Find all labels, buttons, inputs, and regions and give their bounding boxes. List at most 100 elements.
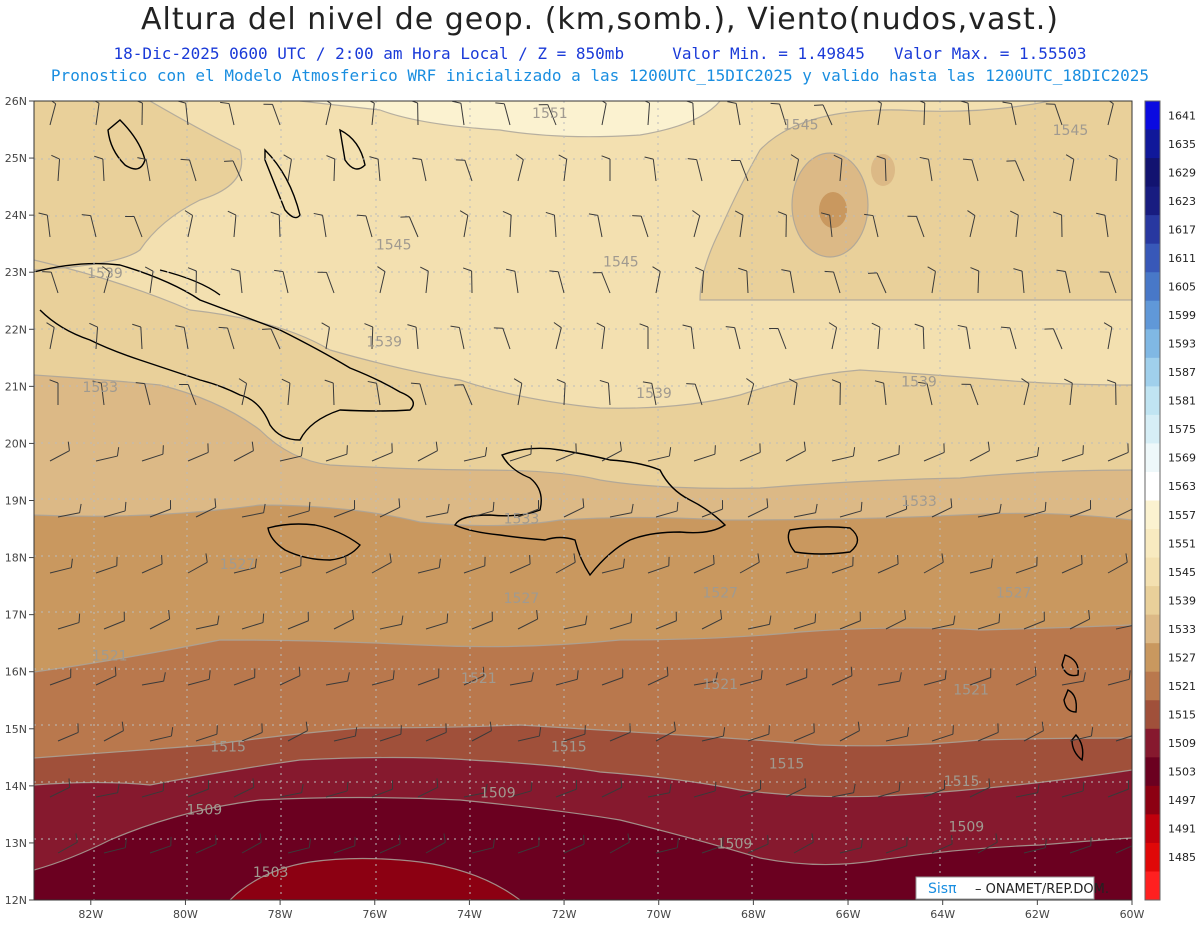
wind-barb: [839, 611, 861, 630]
wind-barb: [961, 383, 979, 406]
wind-barb: [788, 378, 798, 406]
wind-barb: [132, 323, 143, 350]
wind-barb: [563, 835, 585, 854]
color-bar-swatch: [1145, 329, 1160, 359]
color-bar-label: 1599: [1168, 309, 1196, 322]
wind-barb: [227, 210, 237, 238]
wind-barb: [555, 670, 579, 686]
wind-barb: [701, 727, 726, 742]
wind-barb: [103, 721, 124, 742]
contour-label: 1551: [532, 106, 568, 122]
color-bar-swatch: [1145, 186, 1160, 216]
wind-barb: [1061, 672, 1086, 686]
wind-barb: [814, 104, 833, 126]
wind-barb: [321, 322, 330, 350]
wind-barb: [693, 555, 715, 574]
wind-barb: [793, 723, 815, 742]
wind-barb: [279, 447, 304, 462]
wind-barb: [149, 836, 172, 854]
wind-barb: [452, 101, 465, 126]
wind-barb: [1061, 555, 1083, 574]
wind-barb: [907, 215, 925, 238]
wind-barb: [224, 160, 243, 182]
wind-barb: [49, 778, 71, 798]
wind-barb: [738, 267, 749, 294]
wind-barb: [241, 503, 266, 518]
wind-barb: [739, 780, 762, 798]
contour-label: 1545: [376, 237, 412, 253]
wind-barb: [553, 322, 562, 350]
lon-label: 60W: [1120, 908, 1145, 921]
wind-barb: [175, 325, 189, 350]
wind-barb: [538, 104, 557, 126]
wind-barb: [417, 441, 438, 462]
color-bar-swatch: [1145, 842, 1160, 872]
wind-barb: [287, 721, 308, 742]
color-bar-swatch: [1145, 443, 1160, 473]
wind-barb: [693, 781, 717, 798]
wind-barb: [371, 553, 392, 574]
contour-label: 1545: [1053, 123, 1089, 139]
lon-label: 70W: [646, 908, 671, 921]
wind-barb: [195, 835, 217, 854]
contour-label: 1539: [87, 266, 123, 282]
wind-barb: [1044, 328, 1063, 350]
color-bar-swatch: [1145, 871, 1160, 901]
wind-barb: [655, 611, 677, 630]
wind-barb: [652, 266, 661, 294]
wind-barb: [51, 154, 61, 182]
lon-label: 68W: [741, 908, 766, 921]
wind-barb: [274, 269, 289, 294]
wind-barb: [831, 379, 841, 406]
wind-barb: [647, 783, 672, 798]
wind-barb: [695, 266, 705, 294]
wind-barb: [125, 215, 143, 238]
wind-barb: [1015, 556, 1038, 574]
wind-barb: [263, 103, 281, 126]
wind-barb: [725, 326, 741, 350]
wind-barb: [425, 723, 447, 742]
wind-barb: [970, 267, 980, 294]
wind-barb: [777, 211, 787, 238]
wind-barb: [506, 268, 519, 294]
lon-label: 78W: [268, 908, 293, 921]
map-title: Altura del nivel de geop. (km,somb.), Vi…: [141, 2, 1059, 37]
color-bar-label: 1587: [1168, 366, 1196, 379]
wind-barb: [746, 378, 755, 406]
wind-barb: [1069, 727, 1094, 742]
contour-label: 1527: [504, 591, 540, 607]
wind-barb: [647, 666, 669, 686]
wind-barb: [655, 721, 676, 742]
color-bar-label: 1509: [1168, 737, 1196, 750]
wind-barb: [471, 501, 495, 518]
contour-label: 1521: [461, 671, 497, 687]
wind-barb: [417, 558, 441, 574]
wind-barb: [885, 610, 907, 630]
contour-label: 1533: [504, 511, 540, 527]
wind-barb: [326, 155, 336, 182]
wind-barb: [555, 553, 576, 574]
wind-barb: [517, 610, 539, 630]
wind-barb: [410, 382, 427, 406]
wind-barb: [601, 155, 611, 181]
wind-barb: [1023, 838, 1047, 854]
wind-barb: [1115, 845, 1132, 854]
wind-barb: [558, 154, 568, 182]
color-bar-swatch: [1145, 357, 1160, 387]
wind-barb: [684, 101, 695, 126]
wind-barb: [828, 322, 838, 350]
contour-label: 1539: [366, 334, 402, 350]
contour-label: 1509: [187, 802, 223, 818]
wind-barb: [927, 266, 936, 294]
contour-label: 1509: [717, 837, 753, 853]
lat-label: 20N: [5, 437, 27, 450]
wind-barb: [49, 558, 73, 574]
lat-label: 12N: [5, 894, 27, 907]
wind-barb: [1015, 783, 1040, 798]
wind-barb: [187, 443, 209, 462]
color-bar-label: 1533: [1168, 623, 1196, 636]
color-bar-label: 1641: [1168, 109, 1196, 122]
wind-barb: [874, 380, 887, 406]
wind-barb: [556, 378, 566, 406]
wind-barb: [790, 154, 800, 182]
